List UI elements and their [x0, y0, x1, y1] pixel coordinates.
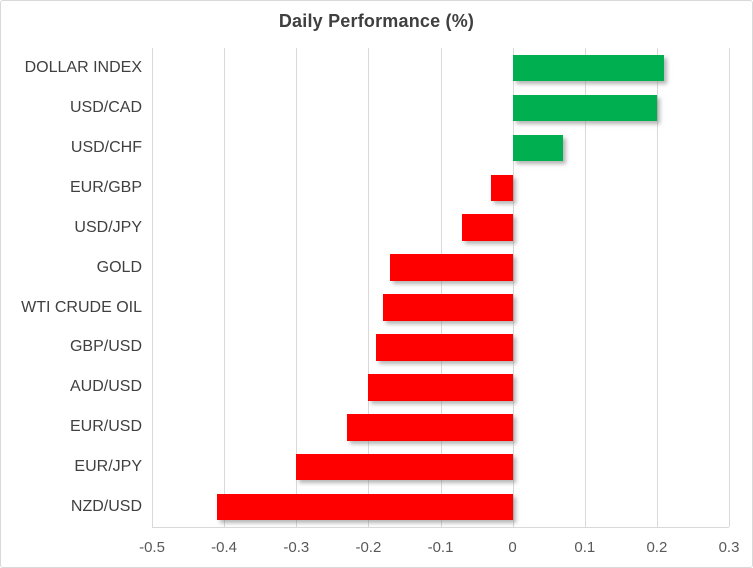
bar-aud-usd [368, 374, 513, 401]
x-tick-label: -0.2 [355, 539, 382, 556]
gridline [368, 48, 370, 527]
category-label-eur-gbp: EUR/GBP [69, 178, 142, 196]
bar-wti-crude-oil [382, 294, 513, 321]
chart-title: Daily Performance (%) [278, 11, 475, 31]
bar-eur-gbp [491, 174, 513, 201]
category-axis-line [152, 527, 729, 528]
gridline [296, 48, 298, 527]
bar-usd-chf [512, 134, 564, 161]
gridline [440, 48, 442, 527]
gridline [656, 48, 658, 527]
category-label-usd-jpy: USD/JPY [74, 218, 142, 236]
bar-usd-cad [512, 94, 657, 122]
x-tick-label: 0 [508, 539, 517, 556]
bar-eur-jpy [296, 453, 513, 481]
gridline [224, 48, 226, 527]
category-label-usd-chf: USD/CHF [70, 138, 142, 156]
category-label-eur-jpy: EUR/JPY [74, 458, 142, 476]
bar-dollar-index [512, 54, 665, 82]
gridline [152, 48, 153, 527]
zero-gridline [512, 48, 514, 527]
x-tick-label: -0.4 [211, 539, 238, 556]
category-label-eur-usd: EUR/USD [69, 418, 142, 436]
gridline [729, 48, 730, 527]
bar-nzd-usd [216, 493, 513, 521]
gridline [584, 48, 586, 527]
category-label-gold: GOLD [96, 258, 142, 276]
x-tick-label: 0.1 [574, 539, 596, 556]
category-label-nzd-usd: NZD/USD [70, 498, 142, 515]
category-label-aud-usd: AUD/USD [69, 378, 142, 396]
category-label-dollar-index: DOLLAR INDEX [24, 59, 142, 76]
category-label-usd-cad: USD/CAD [69, 98, 142, 116]
x-tick-label: -0.5 [139, 539, 165, 556]
category-label-wti-crude-oil: WTI CRUDE OIL [21, 298, 142, 316]
x-tick-label: -0.3 [283, 539, 310, 556]
x-tick-label: 0.3 [718, 539, 740, 556]
bar-gold [390, 254, 513, 281]
bar-eur-usd [346, 414, 513, 441]
bar-gbp-usd [375, 334, 513, 361]
x-tick-label: 0.2 [646, 539, 668, 556]
bar-usd-jpy [462, 214, 513, 241]
x-tick-label: -0.1 [427, 539, 454, 556]
category-label-gbp-usd: GBP/USD [69, 338, 142, 356]
